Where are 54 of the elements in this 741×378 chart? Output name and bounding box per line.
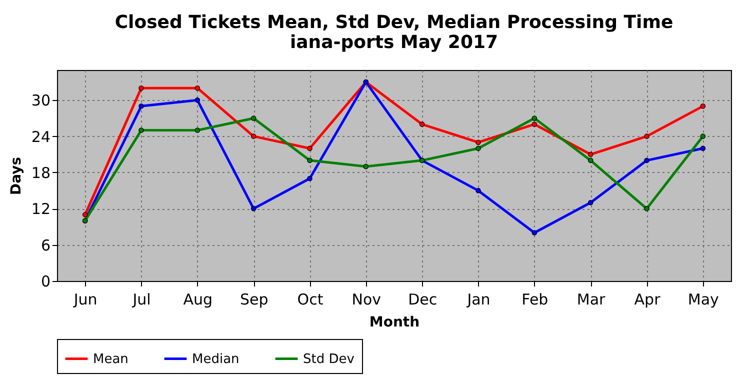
x-tick-label: Jul: [132, 290, 151, 308]
y-tick-label: 24: [31, 128, 50, 146]
point: [532, 116, 538, 121]
point: [363, 164, 369, 170]
x-tick-label: Oct: [297, 290, 324, 308]
point: [588, 200, 594, 206]
y-tick-label: 18: [31, 164, 50, 182]
point: [700, 104, 706, 109]
point: [250, 116, 256, 121]
point: [644, 206, 650, 212]
x-tick-label: Sep: [240, 290, 268, 308]
point: [250, 134, 256, 139]
x-axis-title: Month: [369, 314, 420, 330]
point: [588, 158, 594, 164]
y-tick-label: 12: [31, 200, 50, 218]
point: [194, 98, 200, 103]
x-tick-label: Jun: [72, 290, 98, 308]
x-tick-label: Feb: [522, 290, 548, 308]
y-tick-label: 0: [40, 272, 50, 290]
point: [700, 134, 706, 139]
point: [644, 134, 650, 139]
point: [250, 206, 256, 212]
point: [476, 188, 481, 194]
point: [419, 122, 425, 127]
x-tick-label: Nov: [352, 290, 382, 308]
y-tick-label: 6: [40, 236, 50, 254]
point: [138, 128, 144, 133]
y-axis-title: Days: [8, 156, 24, 196]
legend-label: Median: [192, 352, 240, 367]
x-tick-label: May: [688, 290, 720, 308]
y-tick-label: 30: [31, 92, 50, 110]
legend-label: Mean: [93, 352, 128, 367]
x-tick-label: Mar: [576, 290, 606, 308]
chart-title: Closed Tickets Mean, Std Dev, Median Processing Time iana-ports May 2017: [114, 12, 674, 53]
x-tick-label: Aug: [183, 290, 213, 308]
point: [194, 128, 200, 133]
point: [82, 212, 88, 218]
point: [307, 158, 312, 164]
point: [588, 152, 594, 158]
x-tick-label: Apr: [634, 290, 662, 308]
x-tick-label: Dec: [408, 290, 438, 308]
point: [138, 85, 144, 91]
point: [194, 85, 200, 91]
point: [644, 158, 650, 164]
legend-label: Std Dev: [303, 352, 355, 367]
x-tick-label: Jan: [466, 290, 490, 308]
point: [700, 146, 706, 152]
point: [476, 146, 481, 152]
point: [532, 122, 538, 127]
point: [307, 176, 312, 182]
point: [138, 104, 144, 109]
point: [307, 146, 312, 152]
point: [476, 140, 481, 145]
point: [532, 230, 538, 236]
